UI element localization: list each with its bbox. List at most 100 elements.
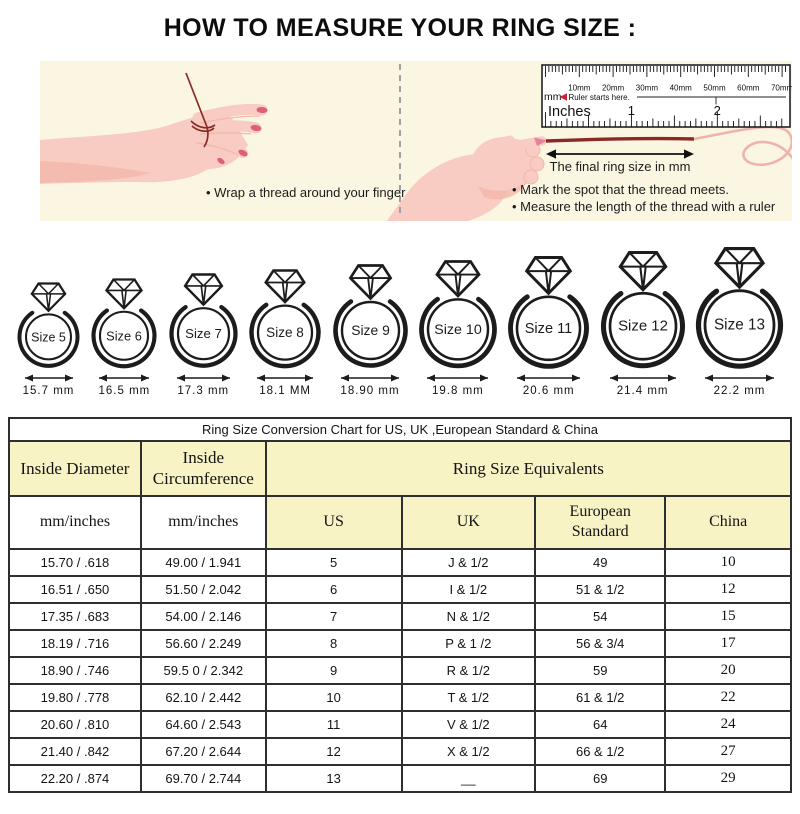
column-header: mm/inches <box>139 494 267 551</box>
fingernail <box>238 149 248 157</box>
ring-size-label: Size 11 <box>525 321 573 337</box>
table-cell: 22.20 / .874 <box>8 764 142 794</box>
thumb <box>483 135 515 150</box>
table-cell: 20 <box>664 656 792 686</box>
measuring-illustration: 10mm 20mm 30mm 40mm 50mm 60mm 70mm mm Ruler star… <box>40 64 792 221</box>
table-title: Ring Size Conversion Chart for US, UK ,E… <box>8 417 792 442</box>
fist <box>471 137 537 191</box>
table-cell: 66 & 1/2 <box>534 737 667 767</box>
table-cell: 24 <box>664 710 792 740</box>
ring-size-label: Size 12 <box>618 318 668 335</box>
ring-item: Size 12 21.4 mm <box>600 251 686 397</box>
ring-size-label: Size 6 <box>107 328 143 343</box>
header-inside-circumference: Inside Circumference <box>139 440 267 497</box>
ring-diameter-arrow <box>705 374 774 382</box>
table-cell: 17.35 / .683 <box>8 602 142 632</box>
ring-diameter-arrow <box>24 374 73 382</box>
table-cell: T & 1/2 <box>400 683 537 713</box>
table-cell: 59 <box>534 656 667 686</box>
table-cell: 18.19 / .716 <box>8 629 142 659</box>
table-cell: 10 <box>664 548 792 578</box>
ring-size-chart: Size 5 15.7 mm Size 6 16.5 mm Size 7 17.3 mm S… <box>0 239 800 397</box>
table-cell: 11 <box>264 710 403 740</box>
table-cell: 51 & 1/2 <box>534 575 667 605</box>
ring-size-label: Size 5 <box>31 330 66 344</box>
svg-text:40mm: 40mm <box>670 84 693 93</box>
measured-thread <box>545 136 695 143</box>
ring-size-label: Size 13 <box>714 317 765 334</box>
svg-text:30mm: 30mm <box>636 84 659 93</box>
table-cell: 51.50 / 2.042 <box>139 575 267 605</box>
ring-item: Size 8 18.1 MM <box>248 269 322 397</box>
ring-diameter-arrow <box>427 374 489 382</box>
column-header: European Standard <box>534 494 667 551</box>
svg-text:10mm: 10mm <box>568 84 591 93</box>
ring-icon: Size 11 <box>508 256 590 369</box>
ring-item: Size 9 18.90 mm <box>332 264 409 397</box>
table-row: 18.19 / .716 56.60 / 2.249 8 P & 1 /2 56 & 3… <box>8 629 792 659</box>
ring-diameter-arrow <box>99 374 150 382</box>
fist-shading <box>478 181 527 200</box>
table-cell: 17 <box>664 629 792 659</box>
table-row: 19.80 / .778 62.10 / 2.442 10 T & 1/2 61 & 1… <box>8 683 792 713</box>
table-cell: 27 <box>664 737 792 767</box>
table-cell: 5 <box>264 548 403 578</box>
ring-diameter-arrow <box>517 374 581 382</box>
table-row: 20.60 / .810 64.60 / 2.543 11 V & 1/2 64 24 <box>8 710 792 740</box>
table-cell: 12 <box>664 575 792 605</box>
table-cell: 13 <box>264 764 403 794</box>
column-header: China <box>664 494 792 551</box>
ring-item: Size 5 15.7 mm <box>16 282 81 397</box>
ring-icon: Size 9 <box>332 264 408 368</box>
table-cell: 29 <box>664 764 792 794</box>
ring-diameter-label: 16.5 mm <box>98 385 151 397</box>
knuckle <box>523 169 539 185</box>
ring-diameter-arrow <box>609 374 676 382</box>
ring-icon: Size 7 <box>169 273 238 368</box>
wrap-thread-caption: • Wrap a thread around your finger <box>206 185 406 200</box>
table-cell: 6 <box>264 575 403 605</box>
arm-shading <box>40 161 150 183</box>
table-row: 22.20 / .874 69.70 / 2.744 13 __ 69 29 <box>8 764 792 794</box>
ring-diameter-label: 21.4 mm <box>616 385 669 397</box>
ring-icon: Size 6 <box>91 278 157 369</box>
column-header: mm/inches <box>8 494 142 551</box>
table-cell: R & 1/2 <box>400 656 537 686</box>
table-row: 16.51 / .650 51.50 / 2.042 6 I & 1/2 51 & 1/… <box>8 575 792 605</box>
ring-size-label: Size 9 <box>351 322 390 338</box>
table-cell: 16.51 / .650 <box>8 575 142 605</box>
column-header-row: mm/inches mm/inches US UK European Standard C… <box>8 494 792 551</box>
table-cell: 69.70 / 2.744 <box>139 764 267 794</box>
table-cell: __ <box>400 764 537 794</box>
table-cell: 56 & 3/4 <box>534 629 667 659</box>
table-cell: 7 <box>264 602 403 632</box>
ring-item: Size 7 17.3 mm <box>168 273 239 397</box>
svg-text:50mm: 50mm <box>703 84 726 93</box>
table-body: 15.70 / .618 49.00 / 1.941 5 J & 1/2 49 10 16.… <box>8 548 792 794</box>
table-row: 18.90 / .746 59.5 0 / 2.342 9 R & 1/2 59 20 <box>8 656 792 686</box>
fingernail <box>534 137 547 146</box>
table-cell: 21.40 / .842 <box>8 737 142 767</box>
table-cell: 10 <box>264 683 403 713</box>
conversion-table: Ring Size Conversion Chart for US, UK ,E… <box>8 417 793 794</box>
mark-spot-caption: • Mark the spot that the thread meets. <box>512 182 729 197</box>
ring-size-label: Size 8 <box>266 325 304 340</box>
table-cell: 59.5 0 / 2.342 <box>139 656 267 686</box>
table-cell: 64 <box>534 710 667 740</box>
table-row: 21.40 / .842 67.20 / 2.644 12 X & 1/2 66 & 1… <box>8 737 792 767</box>
ring-size-label: Size 10 <box>434 322 482 338</box>
ring-diameter-arrow <box>341 374 399 382</box>
table-cell: 15.70 / .618 <box>8 548 142 578</box>
table-cell: I & 1/2 <box>400 575 537 605</box>
svg-text:2: 2 <box>714 103 721 118</box>
instruction-panels: 10mm 20mm 30mm 40mm 50mm 60mm 70mm mm Ruler star… <box>40 61 792 221</box>
table-cell: 20.60 / .810 <box>8 710 142 740</box>
table-row: 15.70 / .618 49.00 / 1.941 5 J & 1/2 49 10 <box>8 548 792 578</box>
measure-length-caption: • Measure the length of the thread with … <box>512 199 776 214</box>
table-cell: 61 & 1/2 <box>534 683 667 713</box>
table-cell: V & 1/2 <box>400 710 537 740</box>
ring-diameter-label: 18.90 mm <box>340 385 400 397</box>
ring-item: Size 10 19.8 mm <box>418 260 498 397</box>
final-size-arrow <box>546 149 694 159</box>
ring-icon: Size 12 <box>600 251 685 369</box>
